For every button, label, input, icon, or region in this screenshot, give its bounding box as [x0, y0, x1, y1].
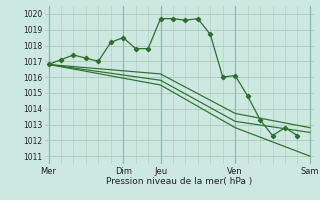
- X-axis label: Pression niveau de la mer( hPa ): Pression niveau de la mer( hPa ): [106, 177, 252, 186]
